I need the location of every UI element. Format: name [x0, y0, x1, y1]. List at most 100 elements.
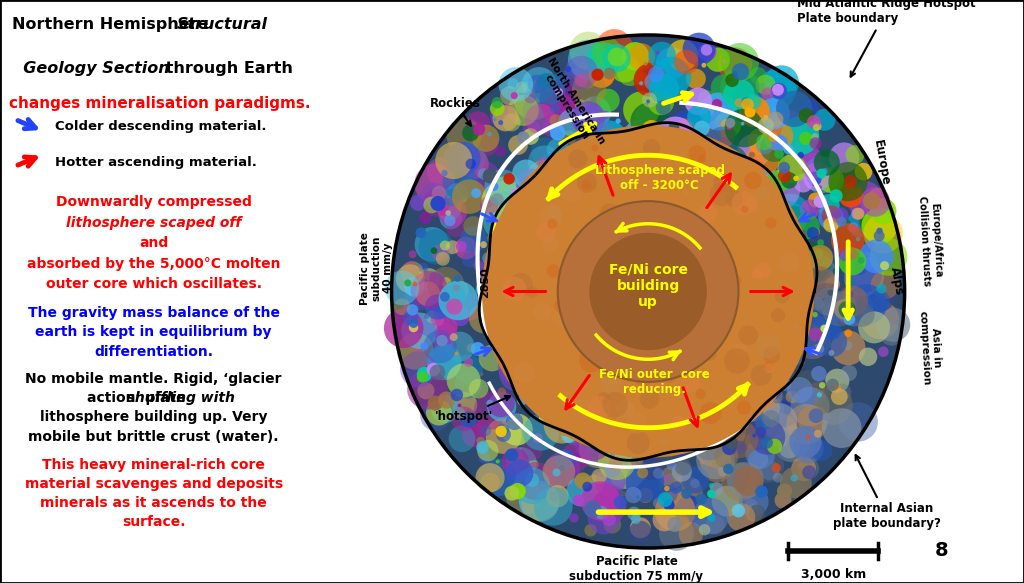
Circle shape — [673, 359, 699, 385]
Circle shape — [594, 412, 599, 417]
Circle shape — [551, 188, 556, 193]
Circle shape — [700, 450, 733, 482]
Circle shape — [756, 396, 780, 420]
Circle shape — [817, 239, 824, 246]
Circle shape — [580, 347, 604, 373]
Circle shape — [625, 214, 635, 224]
Circle shape — [588, 396, 611, 420]
Circle shape — [565, 66, 571, 72]
Circle shape — [716, 348, 729, 361]
Circle shape — [473, 123, 485, 135]
Circle shape — [799, 132, 812, 145]
Circle shape — [631, 284, 667, 319]
Circle shape — [586, 335, 608, 359]
Circle shape — [471, 342, 484, 356]
Circle shape — [488, 177, 518, 207]
Circle shape — [725, 437, 738, 449]
Circle shape — [679, 252, 695, 268]
Circle shape — [385, 271, 419, 305]
Circle shape — [580, 364, 605, 390]
Circle shape — [713, 158, 744, 190]
Circle shape — [711, 156, 733, 178]
Circle shape — [613, 45, 624, 55]
Circle shape — [643, 331, 648, 336]
Circle shape — [454, 354, 483, 384]
Circle shape — [585, 149, 606, 169]
Circle shape — [417, 371, 428, 382]
Circle shape — [655, 309, 681, 335]
Circle shape — [642, 93, 657, 108]
Circle shape — [415, 227, 450, 262]
Circle shape — [615, 118, 621, 124]
Circle shape — [606, 264, 617, 275]
Circle shape — [772, 84, 784, 96]
Circle shape — [653, 498, 663, 508]
Circle shape — [863, 214, 903, 254]
Circle shape — [547, 138, 569, 161]
Circle shape — [451, 389, 463, 401]
Circle shape — [764, 361, 774, 371]
Circle shape — [837, 217, 847, 227]
Circle shape — [482, 168, 498, 184]
Circle shape — [495, 221, 532, 259]
Circle shape — [687, 294, 698, 306]
Circle shape — [552, 268, 574, 290]
Circle shape — [583, 413, 594, 424]
Circle shape — [403, 301, 420, 317]
Circle shape — [741, 205, 749, 213]
Circle shape — [486, 253, 509, 275]
Circle shape — [667, 305, 697, 337]
Circle shape — [589, 417, 620, 448]
Circle shape — [709, 483, 714, 488]
Circle shape — [416, 227, 426, 238]
Circle shape — [514, 468, 550, 504]
Circle shape — [655, 383, 685, 413]
Text: Fe/Ni outer  core
reducing.: Fe/Ni outer core reducing. — [599, 368, 710, 396]
Circle shape — [539, 205, 563, 229]
Circle shape — [656, 325, 680, 349]
Circle shape — [742, 212, 748, 217]
Circle shape — [860, 187, 890, 217]
Circle shape — [572, 278, 584, 290]
Circle shape — [600, 297, 620, 316]
Circle shape — [556, 71, 570, 85]
Circle shape — [454, 407, 465, 419]
Circle shape — [858, 311, 890, 343]
Circle shape — [786, 307, 825, 346]
Circle shape — [583, 482, 592, 491]
Circle shape — [761, 251, 801, 290]
Circle shape — [811, 227, 820, 237]
Circle shape — [615, 273, 628, 285]
Circle shape — [543, 117, 562, 137]
Circle shape — [525, 104, 556, 135]
Circle shape — [404, 277, 424, 297]
Circle shape — [580, 209, 586, 215]
Circle shape — [863, 192, 880, 210]
Circle shape — [777, 483, 792, 498]
Circle shape — [469, 303, 499, 333]
Circle shape — [712, 219, 728, 234]
Circle shape — [726, 85, 764, 122]
Circle shape — [490, 104, 516, 129]
Circle shape — [850, 303, 874, 327]
Circle shape — [724, 387, 738, 400]
Circle shape — [756, 75, 775, 95]
Circle shape — [853, 208, 864, 220]
Circle shape — [630, 331, 662, 362]
Circle shape — [581, 472, 620, 511]
Circle shape — [590, 233, 707, 350]
Circle shape — [406, 285, 416, 294]
Circle shape — [670, 244, 695, 270]
Circle shape — [751, 373, 770, 392]
Circle shape — [668, 220, 676, 229]
Circle shape — [650, 191, 668, 208]
Circle shape — [671, 416, 686, 431]
Circle shape — [513, 254, 537, 278]
Circle shape — [658, 166, 678, 185]
Circle shape — [482, 270, 501, 289]
Circle shape — [669, 249, 676, 256]
Circle shape — [852, 178, 862, 189]
Circle shape — [574, 473, 591, 489]
Circle shape — [663, 136, 689, 164]
Circle shape — [608, 191, 618, 201]
